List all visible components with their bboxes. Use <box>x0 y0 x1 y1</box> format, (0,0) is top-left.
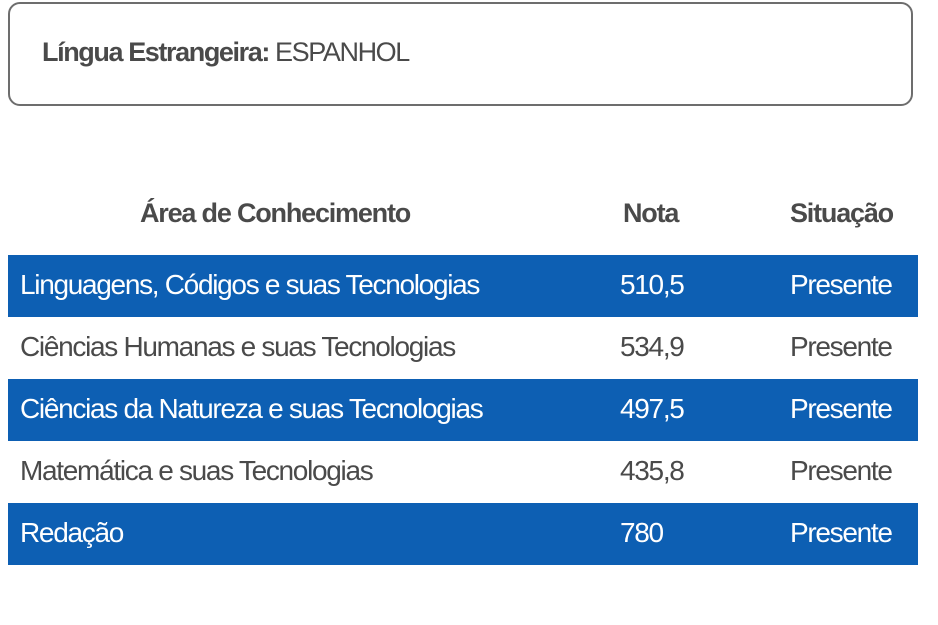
row-area: Matemática e suas Tecnologias <box>20 455 374 486</box>
row-situacao: Presente <box>790 517 893 548</box>
row-area: Redação <box>20 517 124 548</box>
foreign-language-box: Língua Estrangeira: ESPANHOL <box>8 2 913 106</box>
row-nota: 497,5 <box>620 393 685 424</box>
row-nota: 510,5 <box>620 269 685 300</box>
table-row: Ciências Humanas e suas Tecnologias 534,… <box>8 317 918 379</box>
table-header: Área de Conhecimento Nota Situação <box>8 188 918 238</box>
table-row: Ciências da Natureza e suas Tecnologias … <box>8 379 918 441</box>
row-situacao: Presente <box>790 455 893 486</box>
row-area: Ciências Humanas e suas Tecnologias <box>20 331 456 362</box>
table-row: Linguagens, Códigos e suas Tecnologias 5… <box>8 255 918 317</box>
row-situacao: Presente <box>790 331 893 362</box>
results-table: Linguagens, Códigos e suas Tecnologias 5… <box>8 255 918 565</box>
header-nota: Nota <box>623 198 679 228</box>
row-area: Linguagens, Códigos e suas Tecnologias <box>20 269 480 300</box>
row-situacao: Presente <box>790 269 893 300</box>
row-situacao: Presente <box>790 393 893 424</box>
row-nota: 534,9 <box>620 331 685 362</box>
row-area: Ciências da Natureza e suas Tecnologias <box>20 393 484 424</box>
foreign-language-text: Língua Estrangeira: ESPANHOL <box>42 37 410 68</box>
row-nota: 780 <box>620 517 664 548</box>
table-row: Matemática e suas Tecnologias 435,8 Pres… <box>8 441 918 503</box>
foreign-language-value: ESPANHOL <box>268 37 410 67</box>
table-row: Redação 780 Presente <box>8 503 918 565</box>
foreign-language-label: Língua Estrangeira: <box>42 37 270 67</box>
header-area: Área de Conhecimento <box>140 198 411 228</box>
row-nota: 435,8 <box>620 455 685 486</box>
header-situacao: Situação <box>790 198 894 228</box>
